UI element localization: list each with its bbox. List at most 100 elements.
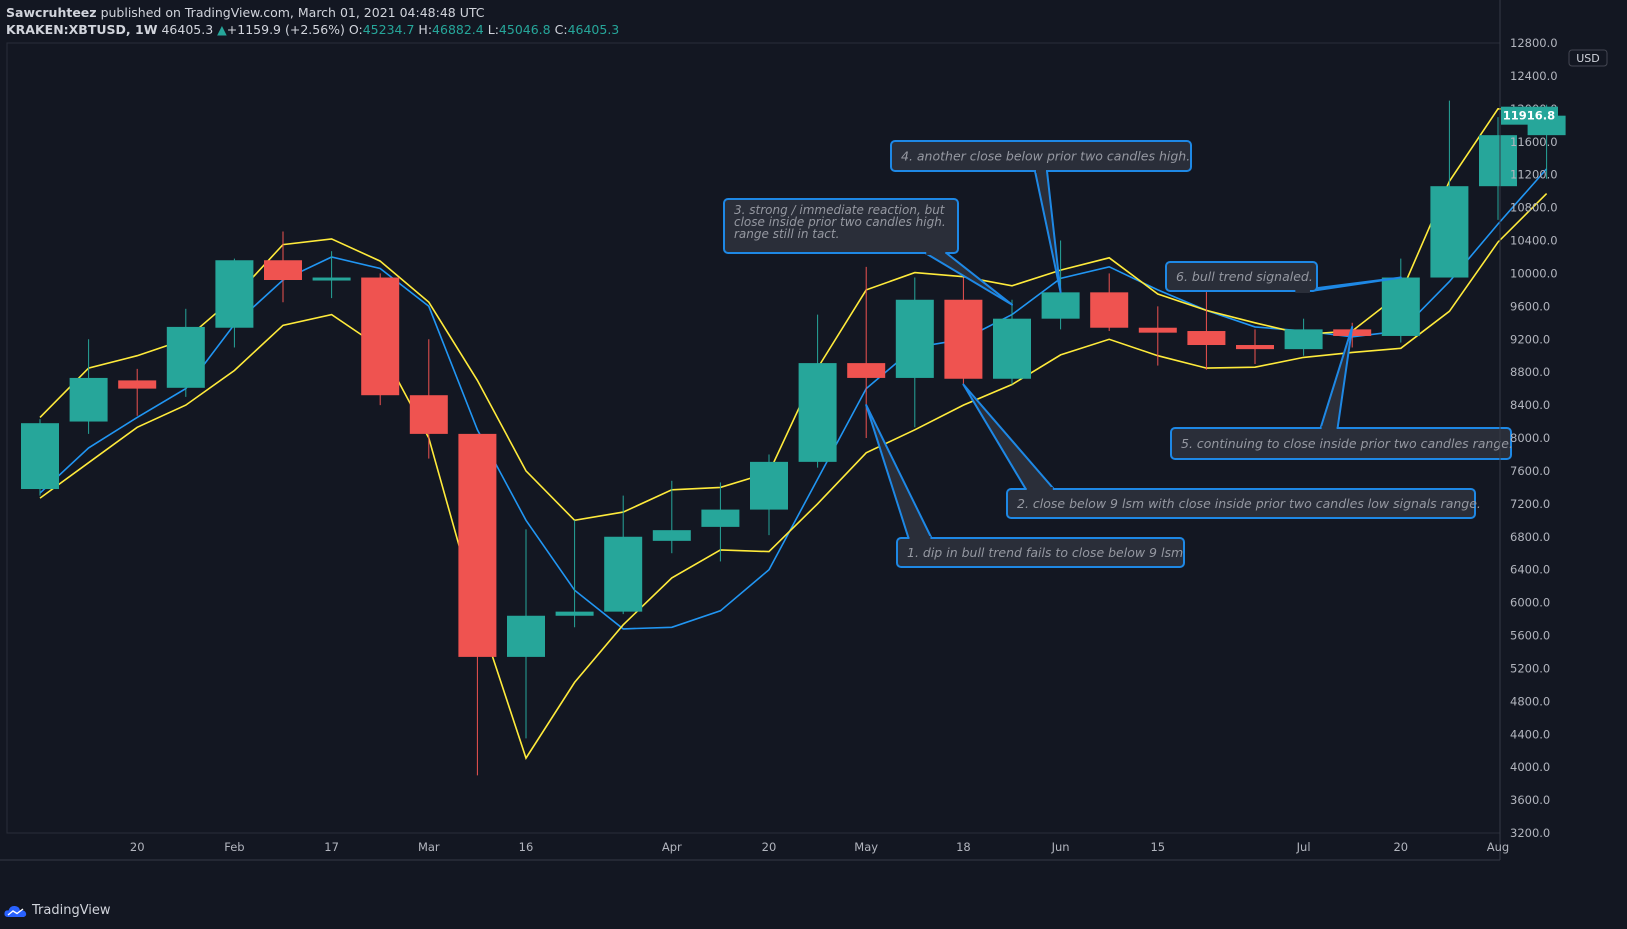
candles (21, 100, 1566, 776)
low-value: 45046.8 (498, 22, 551, 37)
callout-text-line: range still in tact. (734, 227, 839, 241)
currency-badge: USD (1568, 49, 1608, 67)
candle-body (21, 423, 59, 490)
candle (507, 529, 545, 739)
y-tick-label: 11600.0 (1510, 135, 1558, 149)
high-label: H: (418, 22, 433, 37)
currency-badge-box (1568, 49, 1608, 67)
x-tick-label: 20 (130, 840, 145, 854)
candle-body (166, 326, 205, 388)
candle-body (1284, 329, 1323, 350)
author-name[interactable]: Sawcruhteez (6, 5, 97, 20)
open-value: 45234.7 (362, 22, 415, 37)
up-arrow-icon: ▲ (217, 22, 227, 37)
x-tick-label: 17 (324, 840, 339, 854)
y-tick-label: 4800.0 (1510, 694, 1550, 708)
y-tick-label: 6400.0 (1510, 563, 1550, 577)
callout-seam (1295, 289, 1310, 293)
y-tick-label: 6800.0 (1510, 530, 1550, 544)
candle-body (1381, 277, 1420, 336)
candle-body (264, 260, 302, 280)
candle (1479, 117, 1517, 220)
candle (166, 308, 205, 397)
candle-body (1479, 135, 1517, 187)
tradingview-cloud-icon (4, 905, 27, 917)
candle (1430, 100, 1469, 278)
publish-line: Sawcruhteez published on TradingView.com… (6, 5, 484, 20)
tradingview-logo[interactable]: TradingView (4, 903, 111, 918)
callout-seam (909, 536, 931, 540)
x-tick-label: 16 (519, 840, 534, 854)
callout-text-line: 3. strong / immediate reaction, but (734, 203, 946, 217)
ohlc-legend: KRAKEN:XBTUSD, 1W 46405.3 ▲+1159.9 (+2.5… (6, 22, 619, 37)
candle-body (1138, 327, 1177, 333)
y-tick-label: 3200.0 (1510, 826, 1550, 840)
candle-body (944, 299, 983, 379)
candle-body (798, 363, 837, 462)
last-price-tag-box (1501, 106, 1558, 125)
candle-body (555, 611, 594, 616)
callout-box (1006, 488, 1476, 519)
candle-body (312, 277, 351, 281)
callout-seam (926, 251, 946, 255)
candle (993, 299, 1031, 385)
annotation-callout-2: 2. close below 9 lsm with close inside p… (962, 383, 1481, 519)
candle-body (993, 318, 1031, 379)
y-tick-label: 5200.0 (1510, 661, 1550, 675)
candle-body (1430, 186, 1469, 278)
y-tick-label: 12800.0 (1510, 36, 1558, 50)
candle (1041, 240, 1080, 330)
candle (1090, 273, 1129, 332)
low-label: L: (487, 22, 499, 37)
candle (1236, 329, 1274, 364)
last-price-tag: 11916.8 (1501, 106, 1558, 125)
annotation-callout-5: 5. continuing to close inside prior two … (1170, 325, 1513, 460)
candle (944, 277, 983, 385)
candle-body (701, 509, 740, 527)
candle (1381, 258, 1420, 343)
price-change: +1159.9 (+2.56%) (226, 22, 345, 37)
candle-body (1236, 345, 1274, 350)
x-tick-label: 15 (1150, 840, 1165, 854)
y-tick-label: 9200.0 (1510, 332, 1550, 346)
candle (1138, 306, 1177, 366)
last-price: 46405.3 (161, 22, 214, 37)
candle-body (361, 277, 400, 396)
y-tick-label: 4000.0 (1510, 760, 1550, 774)
annotation-callout-4: 4. another close below prior two candles… (890, 140, 1192, 294)
y-tick-label: 8400.0 (1510, 398, 1550, 412)
y-tick-label: 8000.0 (1510, 431, 1550, 445)
callout-text: 3. strong / immediate reaction, but close… (734, 203, 946, 241)
candle (312, 251, 351, 299)
candle-body (409, 395, 448, 434)
candle (458, 433, 497, 776)
candle (847, 266, 886, 438)
candle (1284, 318, 1323, 356)
candle (652, 480, 691, 554)
symbol-label[interactable]: KRAKEN:XBTUSD, 1W (6, 22, 158, 37)
candle-body (458, 433, 497, 657)
annotation-callout-3: 3. strong / immediate reaction, but close… (723, 198, 1013, 306)
callout-text: 5. continuing to close inside prior two … (1181, 436, 1513, 451)
open-label: O: (348, 22, 363, 37)
y-tick-label: 10000.0 (1510, 266, 1558, 280)
y-tick-label: 4400.0 (1510, 727, 1550, 741)
x-tick-label: May (854, 840, 878, 854)
candle (118, 368, 157, 416)
candle-body (507, 615, 545, 657)
candle-body (652, 530, 691, 541)
x-tick-label: 18 (956, 840, 971, 854)
callout-text: 4. another close below prior two candles… (901, 149, 1190, 164)
candle (1187, 289, 1226, 370)
callout-text: 2. close below 9 lsm with close inside p… (1017, 496, 1481, 511)
callout-box (896, 537, 1185, 568)
candle-body (895, 299, 934, 378)
candle (361, 273, 400, 406)
candle-body (1090, 292, 1129, 328)
x-tick-label: 20 (1393, 840, 1408, 854)
y-tick-label: 11200.0 (1510, 168, 1558, 182)
axes: 3200.0 3600.0 4000.0 4400.0 4800.0 5200.0 5600… (0, 0, 1608, 861)
y-tick-label: 3600.0 (1510, 793, 1550, 807)
y-tick-label: 12400.0 (1510, 69, 1558, 83)
